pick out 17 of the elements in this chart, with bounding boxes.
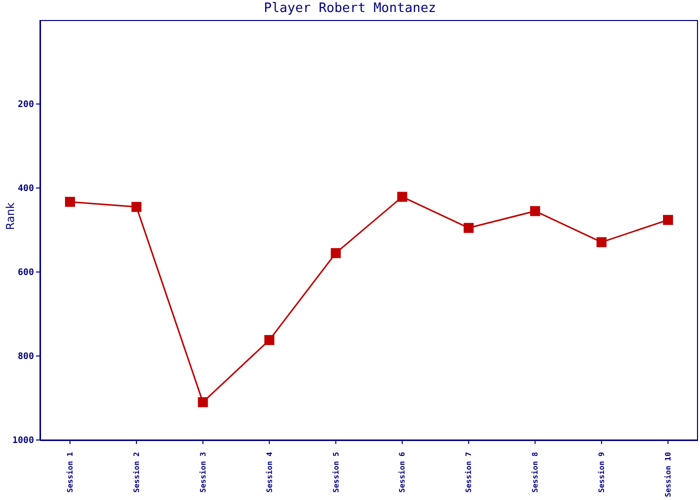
point [596,237,607,248]
point [198,397,208,408]
y-tick-label: 800 [18,352,34,362]
point [264,335,274,346]
point [464,222,474,233]
y-axis-title: Rank [4,202,17,230]
y-tick-label: 600 [18,268,34,278]
y-tick-label: 400 [18,184,34,194]
point [397,192,408,202]
point [530,206,540,216]
y-tick-label: 200 [18,100,34,110]
point [663,214,673,225]
chart-title: Player Robert Montanez [262,0,438,18]
y-tick-label: 1000 [12,436,34,446]
point [65,196,75,207]
point [330,248,341,258]
point [131,202,142,212]
